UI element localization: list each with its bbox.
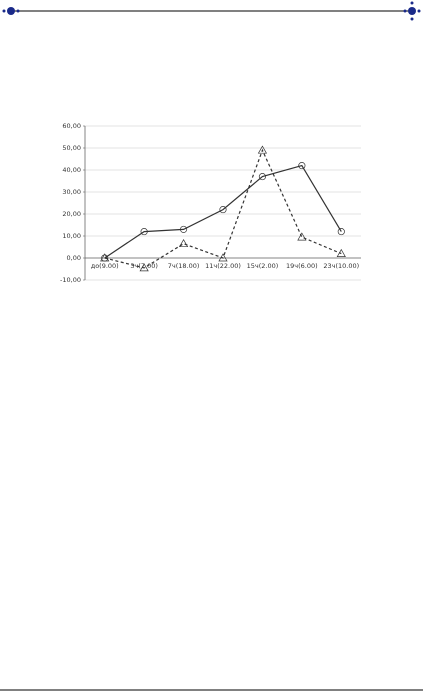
- point-marker: [337, 228, 345, 236]
- header-ornament: [408, 7, 416, 15]
- x-tick-label: 7ч(18.00): [168, 262, 200, 270]
- point-marker: [139, 263, 149, 272]
- point-marker: [219, 206, 227, 214]
- header-ornament: [16, 9, 20, 13]
- x-tick-label: до(9.00): [91, 262, 119, 270]
- point-marker: [140, 228, 148, 236]
- x-tick-label: 23ч(10.00): [323, 262, 359, 270]
- point-marker: [218, 253, 228, 262]
- x-tick-label: 3ч(7.00): [130, 262, 158, 270]
- point-marker: [297, 232, 307, 241]
- point-marker: [298, 162, 306, 170]
- header-ornament: [410, 17, 414, 21]
- y-tick-label: 40,00: [62, 166, 81, 174]
- series-line: [104, 164, 342, 259]
- y-tick-label: 20,00: [62, 210, 81, 218]
- point-marker: [258, 173, 266, 181]
- x-tick-label: 11ч(22.00): [205, 262, 241, 270]
- y-tick-label: -10,00: [60, 276, 81, 284]
- y-tick-label: 50,00: [62, 144, 81, 152]
- point-marker: [180, 225, 188, 233]
- y-tick-label: 10,00: [62, 232, 81, 240]
- point-marker: [336, 248, 346, 257]
- point-marker: [100, 253, 110, 262]
- header-ornament: [410, 1, 414, 5]
- point-marker: [257, 145, 268, 154]
- y-tick-label: 0,00: [67, 254, 81, 262]
- y-tick-label: 30,00: [62, 188, 81, 196]
- x-tick-label: 15ч(2.00): [247, 262, 279, 270]
- series-line: [104, 148, 342, 269]
- header-ornament: [2, 9, 6, 13]
- chart: -10,00 0,00 10,00 20,00 30,00 40,00 50,00 60,00…: [60, 122, 361, 284]
- header-ornament: [7, 7, 15, 15]
- header-ornament: [403, 9, 407, 13]
- header-ornament: [417, 9, 421, 13]
- y-tick-label: 60,00: [62, 122, 81, 130]
- x-tick-label: 19ч(6.00): [286, 262, 318, 270]
- point-marker: [178, 238, 189, 248]
